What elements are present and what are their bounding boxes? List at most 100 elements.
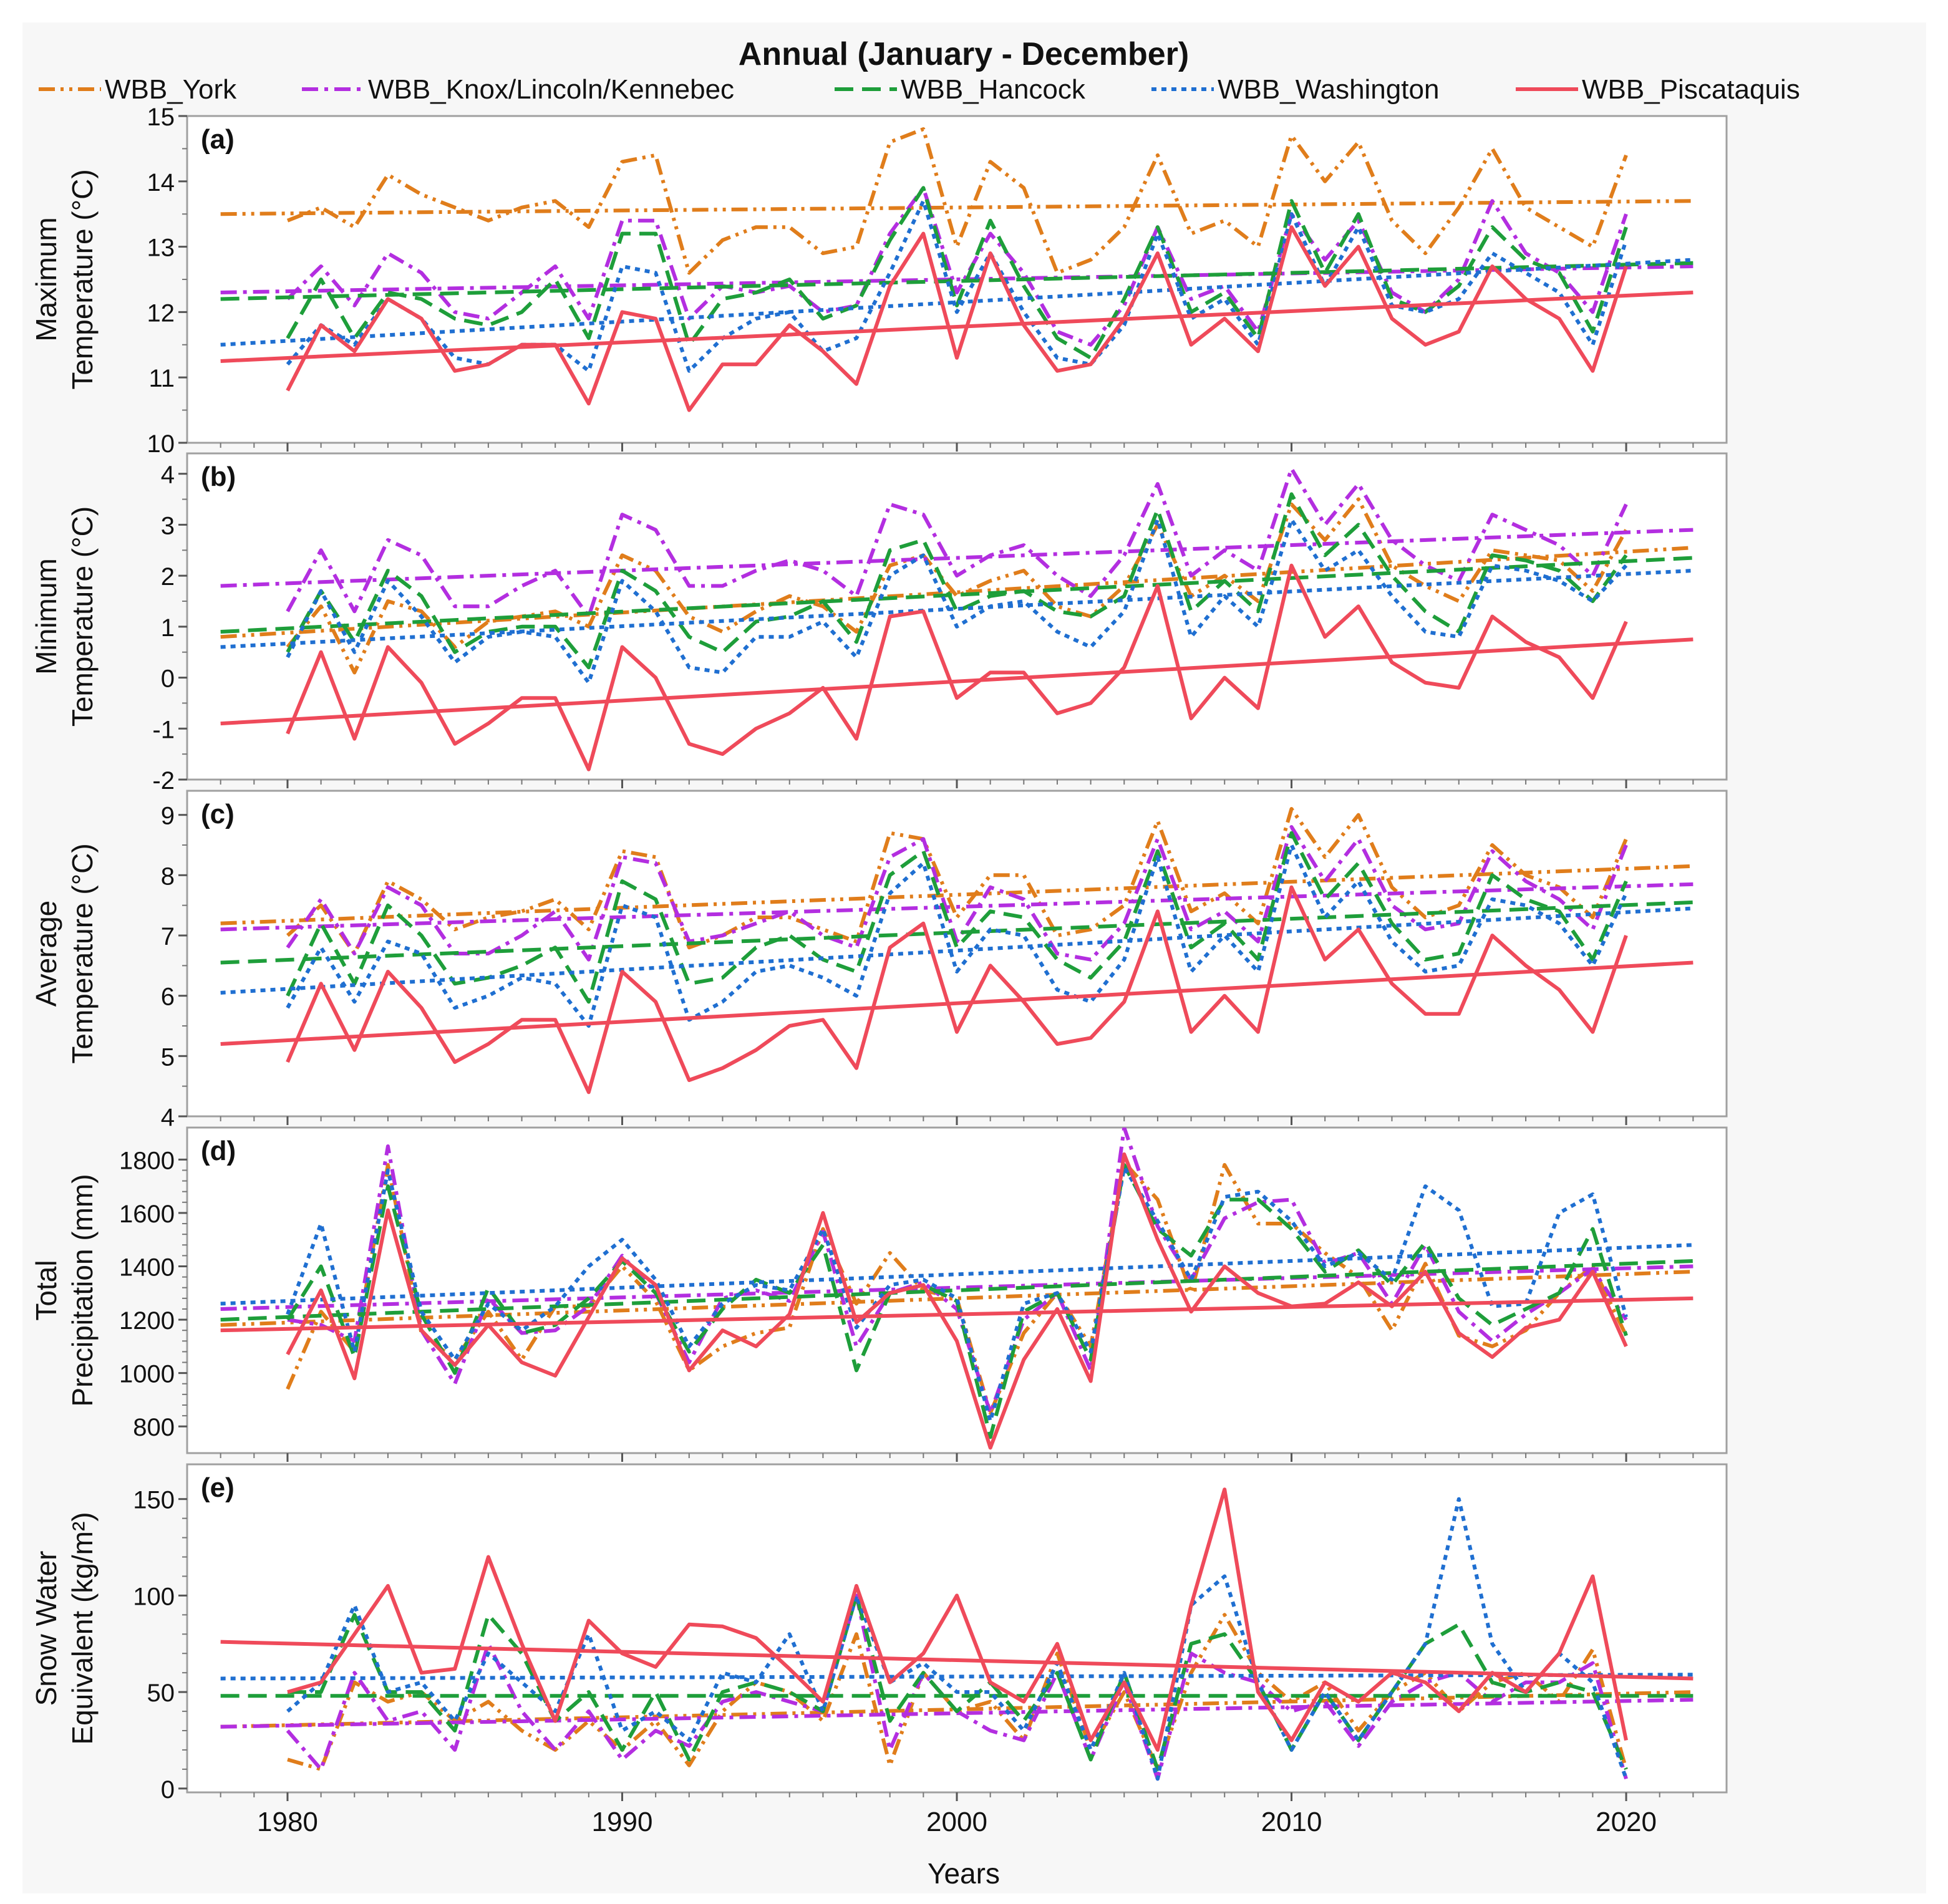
legend-item-piscataquis: WBB_Piscataquis bbox=[1516, 74, 1800, 105]
y-tick-label: 100 bbox=[133, 1583, 175, 1610]
legend-item-knox: WBB_Knox/Lincoln/Kennebec bbox=[302, 74, 734, 105]
trend-line-piscataquis bbox=[220, 290, 1694, 363]
trend-line-piscataquis bbox=[220, 960, 1694, 1046]
y-tick-label: 0 bbox=[161, 665, 175, 693]
x-tick-label: 2010 bbox=[1261, 1807, 1322, 1837]
y-axis-label-line: Precipitation (mm) bbox=[66, 1174, 99, 1406]
x-tick-label: 1980 bbox=[257, 1807, 318, 1837]
trend-line-knox bbox=[220, 1264, 1694, 1311]
y-tick-label: 1 bbox=[161, 614, 175, 642]
legend-label-piscataquis: WBB_Piscataquis bbox=[1582, 74, 1800, 105]
panel-4: 0 50 100 150 (e) Snow Water Equivalent (kg/m²) bbox=[30, 1463, 1728, 1804]
y-tick-label: 1400 bbox=[119, 1254, 175, 1281]
series-line-piscataquis bbox=[286, 1152, 1628, 1450]
y-tick-label: -1 bbox=[152, 716, 175, 743]
legend-label-washington: WBB_Washington bbox=[1218, 74, 1439, 105]
y-axis-label-line: Minimum bbox=[30, 558, 62, 675]
trend-line-piscataquis bbox=[220, 1640, 1694, 1681]
series-line-york bbox=[286, 1160, 1628, 1415]
legend: WBB_York WBB_Knox/Lincoln/Kennebec WBB_Han… bbox=[39, 74, 1800, 105]
panel-2: 4 5 6 7 8 9 (c) Average Temperature (°C) bbox=[30, 790, 1728, 1131]
legend-item-hancock: WBB_Hancock bbox=[835, 74, 1086, 105]
y-tick-label: 1800 bbox=[119, 1147, 175, 1174]
y-tick-label: 4 bbox=[161, 462, 175, 489]
trend-line-york bbox=[220, 546, 1694, 639]
legend-label-york: WBB_York bbox=[105, 74, 237, 105]
trend-line-washington bbox=[220, 1243, 1694, 1306]
legend-label-hancock: WBB_Hancock bbox=[901, 74, 1086, 105]
y-tick-label: 6 bbox=[161, 983, 175, 1011]
series-line-knox bbox=[286, 186, 1628, 347]
y-tick-label: -2 bbox=[152, 767, 175, 795]
series-group bbox=[220, 1128, 1694, 1450]
trend-line-washington bbox=[220, 258, 1694, 347]
y-axis-label-line: Temperature (°C) bbox=[66, 506, 99, 727]
panel-label: (b) bbox=[201, 462, 236, 492]
series-line-piscataquis bbox=[287, 1487, 1628, 1752]
y-tick-label: 1200 bbox=[119, 1307, 175, 1335]
trend-line-york bbox=[220, 199, 1694, 216]
trend-line-knox bbox=[220, 882, 1694, 932]
series-line-york bbox=[286, 127, 1628, 275]
y-tick-label: 150 bbox=[133, 1487, 175, 1514]
trend-line-piscataquis bbox=[220, 1296, 1694, 1333]
trend-line-washington bbox=[220, 906, 1694, 995]
y-tick-label: 4 bbox=[161, 1104, 175, 1131]
panel-frame bbox=[186, 1463, 1728, 1794]
series-line-piscataquis bbox=[286, 885, 1628, 1095]
series-line-washington bbox=[286, 518, 1628, 685]
panel-frame bbox=[186, 452, 1728, 781]
y-tick-label: 1000 bbox=[119, 1361, 175, 1388]
series-line-hancock bbox=[288, 1593, 1628, 1771]
panel-label: (c) bbox=[201, 799, 235, 829]
y-tick-label: 12 bbox=[147, 299, 175, 327]
panel-0: 10 11 12 13 14 15 (a) Maximum Temperature (°C) bbox=[30, 104, 1728, 458]
y-axis-label-line: Snow Water bbox=[30, 1551, 62, 1706]
y-tick-label: 13 bbox=[147, 234, 175, 262]
y-tick-label: 2 bbox=[161, 563, 175, 591]
series-group bbox=[220, 807, 1694, 1095]
y-tick-label: 50 bbox=[147, 1679, 175, 1707]
series-line-washington bbox=[286, 843, 1628, 1028]
y-tick-label: 5 bbox=[161, 1043, 175, 1071]
series-line-hancock bbox=[286, 831, 1628, 1004]
y-tick-label: 3 bbox=[161, 512, 175, 539]
panel-label: (a) bbox=[201, 124, 235, 155]
y-tick-label: 15 bbox=[147, 104, 175, 131]
series-line-knox bbox=[287, 1128, 1628, 1415]
y-axis-label-line: Temperature (°C) bbox=[66, 843, 99, 1063]
y-axis-label-line: Equivalent (kg/m²) bbox=[66, 1512, 99, 1744]
legend-label-knox: WBB_Knox/Lincoln/Kennebec bbox=[368, 74, 734, 105]
trend-line-knox bbox=[220, 264, 1694, 294]
series-line-piscataquis bbox=[286, 225, 1628, 412]
x-tick-label: 2020 bbox=[1596, 1807, 1657, 1837]
series-line-hancock bbox=[286, 492, 1628, 670]
y-tick-label: 9 bbox=[161, 803, 175, 830]
trend-line-piscataquis bbox=[220, 637, 1694, 726]
y-axis-label-line: Maximum bbox=[30, 217, 62, 341]
trend-line-york bbox=[220, 864, 1694, 925]
series-line-hancock bbox=[286, 186, 1628, 360]
y-tick-label: 7 bbox=[161, 923, 175, 950]
x-tick-label: 1990 bbox=[592, 1807, 653, 1837]
legend-item-york: WBB_York bbox=[39, 74, 237, 105]
y-tick-label: 800 bbox=[133, 1414, 175, 1441]
y-tick-label: 11 bbox=[148, 365, 175, 392]
series-line-washington bbox=[286, 1166, 1628, 1423]
trend-line-knox bbox=[220, 528, 1694, 588]
x-axis: 1980 1990 2000 2010 2020 bbox=[257, 1807, 1657, 1837]
y-axis-label-line: Total bbox=[30, 1260, 62, 1320]
y-tick-label: 14 bbox=[147, 169, 175, 196]
series-group bbox=[220, 1487, 1694, 1781]
x-axis-label: Years bbox=[928, 1857, 1000, 1890]
series-group bbox=[220, 466, 1694, 771]
series-line-york bbox=[286, 807, 1628, 955]
y-tick-label: 0 bbox=[161, 1776, 175, 1804]
y-tick-label: 8 bbox=[161, 863, 175, 890]
x-tick-label: 2000 bbox=[926, 1807, 987, 1837]
panel-label: (d) bbox=[201, 1136, 236, 1166]
y-tick-label: 10 bbox=[147, 430, 175, 458]
series-line-knox bbox=[286, 466, 1628, 619]
